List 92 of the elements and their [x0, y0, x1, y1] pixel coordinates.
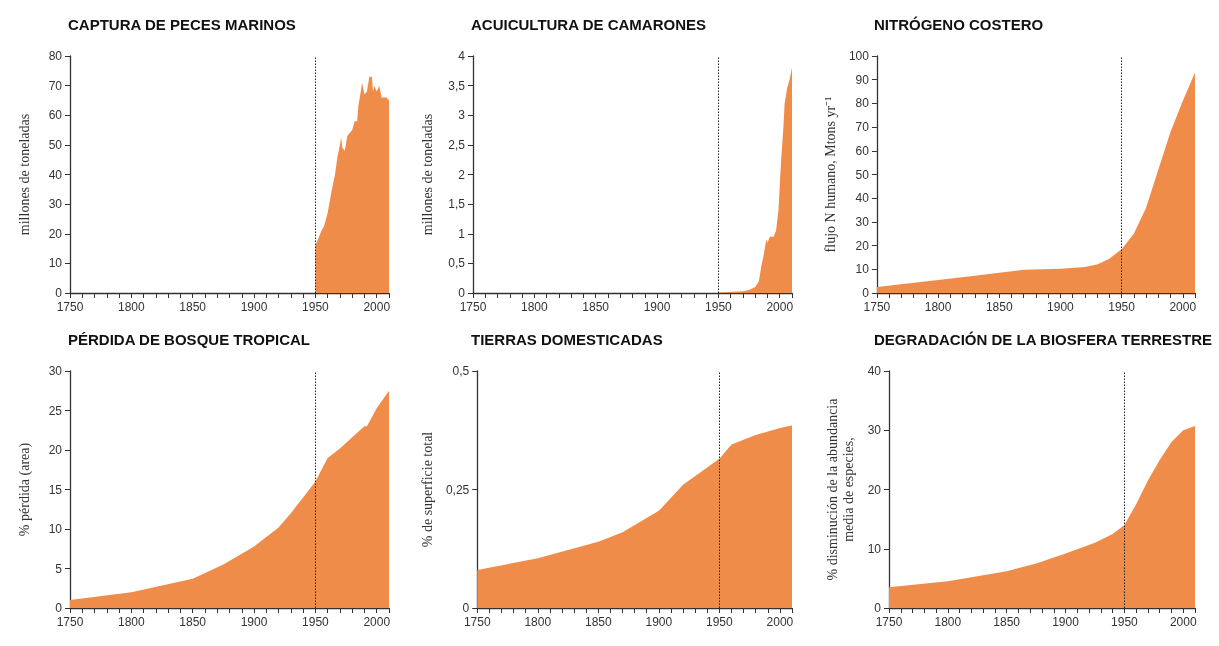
y-tick-label: 80	[855, 96, 870, 111]
x-tick-label: 1800	[934, 615, 962, 629]
y-tick-label: 10	[867, 541, 882, 556]
x-tick-label: 1800	[520, 300, 549, 314]
chart-title: PÉRDIDA DE BOSQUE TROPICAL	[68, 331, 310, 348]
x-tick-label: 1800	[117, 300, 146, 314]
y-tick-label: 0,5	[448, 256, 466, 271]
x-tick-label: 1900	[643, 300, 671, 314]
y-tick-label: 0	[862, 286, 870, 300]
y-tick-label: 40	[855, 191, 870, 206]
x-tick-label: 1900	[1052, 615, 1080, 629]
y-tick-label: 20	[855, 238, 870, 253]
y-tick-label: 1	[458, 226, 466, 241]
y-axis-title: millones de toneladas	[419, 113, 435, 236]
x-tick-label: 2000	[1169, 615, 1197, 629]
x-tick-label: 2000	[766, 300, 794, 314]
x-tick-label: 1950	[705, 300, 733, 314]
y-tick-label: 15	[48, 482, 63, 497]
x-tick-label: 1900	[240, 615, 268, 629]
y-tick-label: 25	[48, 403, 63, 418]
y-tick-label: 90	[855, 72, 870, 87]
y-tick-label: 30	[867, 423, 882, 438]
x-tick-label: 1950	[302, 615, 330, 629]
x-tick-label: 1750	[56, 300, 84, 314]
x-tick-label: 1850	[582, 300, 610, 314]
y-tick-label: 100	[848, 49, 870, 63]
y-tick-label: 50	[48, 137, 63, 152]
y-tick-label: 10	[48, 522, 63, 536]
y-tick-label: 0	[55, 286, 63, 300]
y-tick-label: 10	[855, 262, 870, 277]
y-tick-label: 70	[48, 78, 63, 93]
y-tick-label: 5	[55, 561, 63, 576]
x-tick-label: 1800	[524, 615, 552, 629]
y-tick-label: 10	[48, 256, 63, 271]
y-tick-label: 80	[48, 49, 63, 63]
y-tick-label: 1,5	[448, 197, 466, 212]
y-tick-label: 20	[48, 443, 63, 457]
x-tick-label: 1850	[179, 615, 207, 629]
x-tick-label: 1950	[1111, 615, 1139, 629]
x-tick-label: 1850	[993, 615, 1021, 629]
x-tick-label: 2000	[1169, 300, 1197, 314]
x-tick-label: 1950	[302, 300, 330, 314]
x-tick-label: 2000	[363, 615, 391, 629]
x-tick-label: 1750	[463, 615, 491, 629]
x-tick-label: 2000	[766, 615, 794, 629]
chart-title: NITRÓGENO COSTERO	[874, 16, 1044, 33]
x-tick-label: 1900	[1047, 300, 1075, 314]
y-tick-label: 2	[458, 167, 466, 182]
x-tick-label: 2000	[363, 300, 391, 314]
chart-title: ACUICULTURA DE CAMARONES	[471, 16, 706, 33]
y-tick-label: 20	[867, 482, 882, 497]
y-tick-label: 0,25	[445, 482, 470, 497]
y-tick-label: 0	[55, 601, 63, 615]
x-tick-label: 1850	[985, 300, 1013, 314]
y-tick-label: 40	[867, 364, 882, 378]
x-tick-label: 1800	[924, 300, 952, 314]
x-tick-label: 1850	[584, 615, 612, 629]
x-tick-label: 1850	[179, 300, 207, 314]
x-tick-label: 1750	[863, 300, 891, 314]
y-axis-title: % disminución de la abundancia media de especies,	[825, 397, 857, 581]
y-tick-label: 3	[458, 108, 466, 123]
y-axis-title: % pérdida (area)	[16, 442, 33, 537]
y-tick-label: 60	[48, 108, 63, 123]
x-tick-label: 1900	[240, 300, 268, 314]
y-tick-label: 0,5	[452, 364, 470, 378]
y-tick-label: 60	[855, 143, 870, 158]
y-tick-label: 30	[48, 364, 63, 378]
y-tick-label: 4	[458, 49, 466, 63]
x-tick-label: 1800	[117, 615, 146, 629]
y-tick-label: 20	[48, 226, 63, 241]
y-tick-label: 2,5	[448, 137, 466, 152]
x-tick-label: 1900	[645, 615, 673, 629]
y-axis-title: millones de toneladas	[16, 113, 32, 236]
y-tick-label: 30	[48, 197, 63, 212]
y-tick-label: 0	[462, 601, 470, 615]
y-tick-label: 40	[48, 167, 63, 182]
chart-title: DEGRADACIÓN DE LA BIOSFERA TERRESTRE	[874, 331, 1213, 348]
y-tick-label: 3,5	[448, 78, 466, 93]
y-tick-label: 70	[855, 120, 870, 135]
y-axis-title: flujo N humano, Mtons yr⁻¹	[822, 96, 838, 253]
x-tick-label: 1750	[459, 300, 487, 314]
chart-title: CAPTURA DE PECES MARINOS	[68, 16, 296, 33]
x-tick-label: 1950	[706, 615, 734, 629]
x-tick-label: 1750	[56, 615, 84, 629]
y-tick-label: 50	[855, 167, 870, 182]
y-tick-label: 0	[458, 286, 466, 300]
y-tick-label: 0	[874, 601, 882, 615]
x-tick-label: 1950	[1108, 300, 1136, 314]
x-tick-label: 1750	[875, 615, 903, 629]
y-tick-label: 30	[855, 214, 870, 229]
y-axis-title: % de superficie total	[419, 431, 435, 548]
chart-title: TIERRAS DOMESTICADAS	[471, 331, 663, 348]
